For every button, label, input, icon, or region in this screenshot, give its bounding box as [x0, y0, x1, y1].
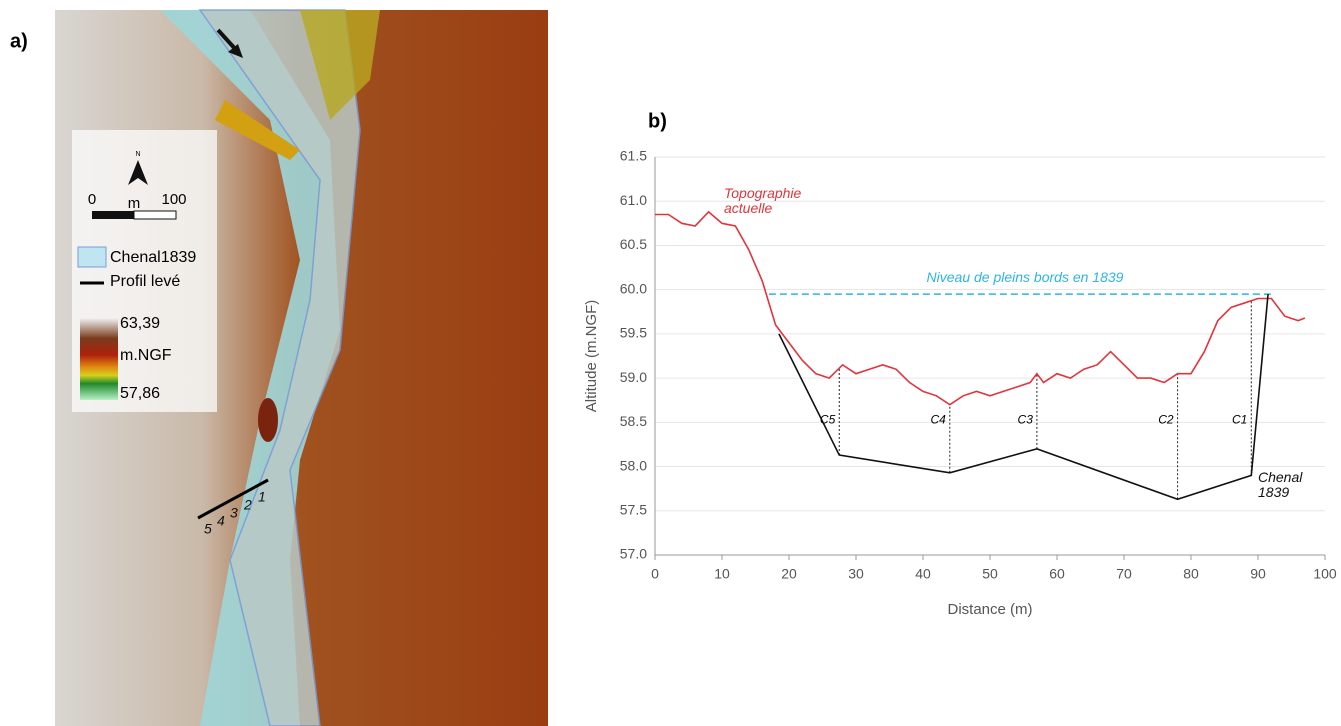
- flow-arrow-head: [228, 44, 243, 58]
- y-tick-label: 59.5: [620, 325, 647, 341]
- channel-1839: [198, 9, 361, 726]
- island: [258, 398, 278, 442]
- y-tick-label: 61.0: [620, 192, 647, 208]
- section-label: C4: [930, 413, 946, 427]
- scale-bar: [92, 211, 134, 219]
- x-tick-label: 60: [1049, 566, 1065, 582]
- x-tick-label: 0: [651, 566, 659, 582]
- panel-label: a): [10, 30, 28, 52]
- x-tick-label: 10: [714, 566, 730, 582]
- reference-label: Niveau de pleins bords en 1839: [926, 269, 1124, 285]
- profile-point: 1: [258, 489, 266, 505]
- y-tick-label: 60.5: [620, 236, 647, 252]
- x-tick-label: 100: [1313, 566, 1337, 582]
- section-label: C2: [1158, 413, 1174, 427]
- north-arrow: [128, 160, 148, 185]
- section-label: C1: [1232, 413, 1247, 427]
- x-tick-label: 20: [781, 566, 797, 582]
- x-axis-title: Distance (m): [947, 601, 1032, 618]
- y-tick-label: 57.0: [620, 546, 647, 562]
- scale-bar: [133, 210, 177, 220]
- section-label: C3: [1018, 413, 1034, 427]
- profile-point: 3: [230, 505, 238, 521]
- bar: [215, 100, 300, 160]
- x-tick-label: 90: [1250, 566, 1266, 582]
- x-tick-label: 40: [915, 566, 931, 582]
- bank: [300, 10, 380, 120]
- y-tick-label: 57.5: [620, 501, 647, 517]
- x-tick-label: 80: [1183, 566, 1199, 582]
- scale-label: 100: [161, 191, 186, 208]
- series-label: Chenal 1839: [1258, 469, 1303, 500]
- y-tick-label: 58.0: [620, 457, 647, 473]
- north-label: N: [135, 151, 140, 158]
- elevation-min: 57,86: [120, 385, 160, 402]
- section-label: C5: [820, 413, 836, 427]
- elevation-unit: m.NGF: [120, 347, 172, 364]
- series-line: [778, 294, 1269, 501]
- y-tick-label: 59.0: [620, 369, 647, 385]
- y-tick-label: 58.5: [620, 413, 647, 429]
- elevation-bar: [80, 318, 118, 400]
- series-line: [655, 210, 1306, 406]
- map-panel: N 0 m 100 Chenal1839 Profil levé 63,39 m…: [10, 9, 548, 726]
- river: [160, 10, 340, 726]
- legend-label: Profil levé: [110, 273, 180, 290]
- profile-point: 2: [243, 497, 252, 513]
- profile-point: 4: [217, 513, 225, 529]
- panel-label: b): [648, 110, 667, 132]
- legend-swatch: [77, 246, 107, 268]
- y-tick-label: 60.0: [620, 280, 647, 296]
- x-tick-label: 30: [848, 566, 864, 582]
- legend-label: Chenal1839: [110, 249, 196, 266]
- profile-point: 5: [204, 521, 212, 537]
- x-tick-label: 50: [982, 566, 998, 582]
- series-label: Topographie actuelle: [724, 185, 802, 216]
- scale-label: m: [128, 195, 141, 212]
- x-tick-label: 70: [1116, 566, 1132, 582]
- profile-line: [197, 478, 269, 520]
- y-tick-label: 61.5: [620, 148, 647, 164]
- y-axis-title: Altitude (m.NGF): [583, 300, 600, 413]
- scale-label: 0: [88, 191, 96, 208]
- elevation-max: 63,39: [120, 315, 160, 332]
